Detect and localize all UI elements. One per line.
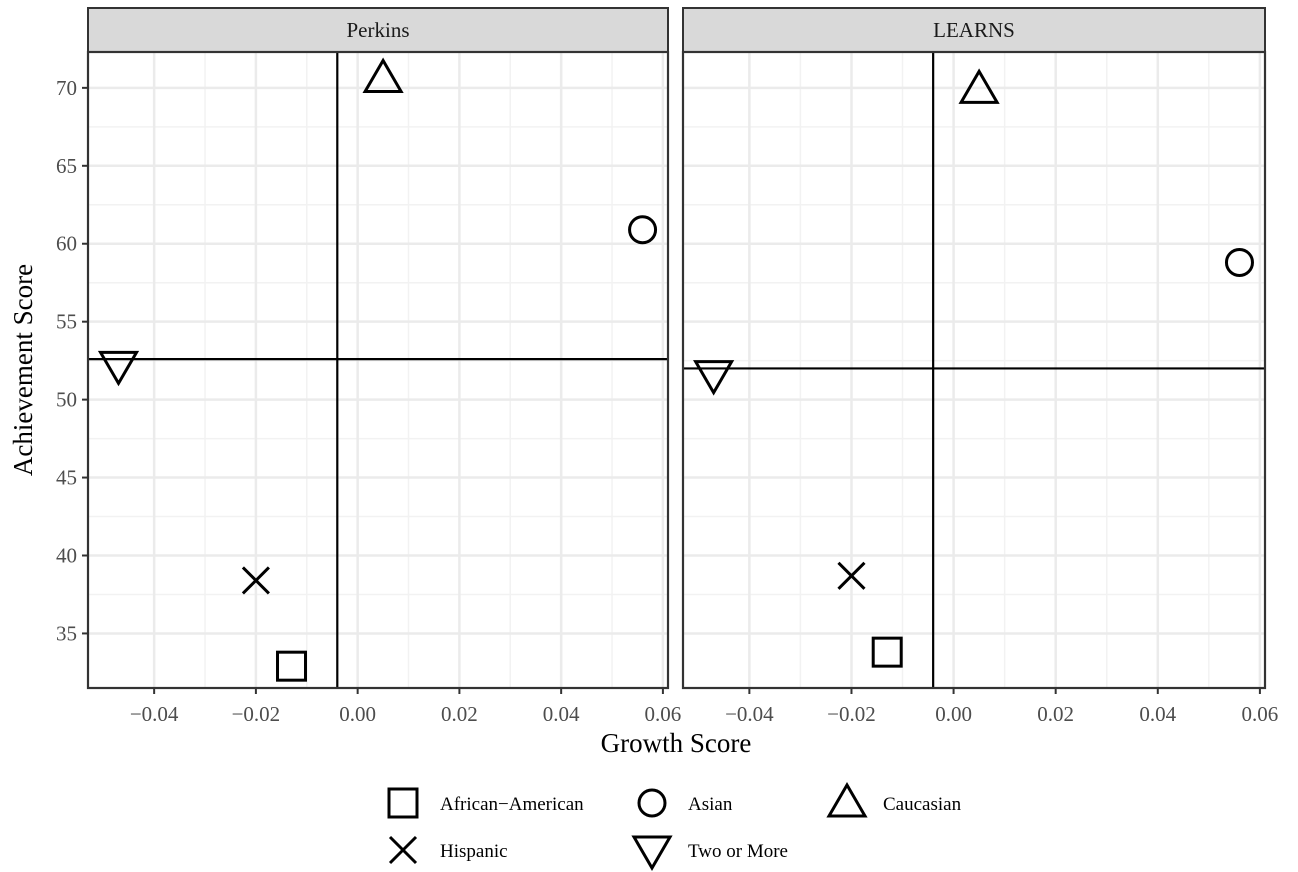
panel-border bbox=[86, 50, 670, 690]
x-tick-label: −0.04 bbox=[725, 702, 774, 726]
panel-title: Perkins bbox=[347, 18, 410, 42]
x-tick-label: 0.04 bbox=[543, 702, 580, 726]
data-point-asian bbox=[628, 215, 658, 245]
plot-background bbox=[88, 52, 668, 688]
data-point-hispanic-stroke bbox=[241, 566, 270, 595]
y-tick-label: 65 bbox=[56, 154, 77, 178]
panel-learns: LEARNS −0.04 −0.02 0.00 0.02 0.04 0.06 bbox=[681, 7, 1279, 726]
y-tick-label: 35 bbox=[56, 621, 77, 645]
legend: African−American Asian Caucasian Hispanic Tw… bbox=[387, 782, 962, 871]
legend-key-two-or-more bbox=[631, 835, 673, 871]
x-tick-label: −0.04 bbox=[130, 702, 179, 726]
legend-label: Two or More bbox=[688, 841, 788, 862]
legend-label: Caucasian bbox=[883, 794, 962, 815]
legend-item-caucasian: Caucasian bbox=[826, 782, 962, 818]
x-tick-label: 0.04 bbox=[1139, 702, 1176, 726]
panel-perkins: Perkins −0.04 −0.02 0.00 0.02 0.04 0.06 35 40 45 5… bbox=[56, 7, 682, 726]
data-point-african-american bbox=[276, 650, 308, 682]
data-point-caucasian bbox=[362, 57, 404, 93]
x-tick-label: −0.02 bbox=[232, 702, 281, 726]
legend-key-caucasian bbox=[826, 782, 868, 818]
x-tick-label: 0.06 bbox=[645, 702, 682, 726]
y-tick-label: 50 bbox=[56, 388, 77, 412]
legend-item-african-american: African−American bbox=[387, 787, 584, 819]
data-point-hispanic bbox=[241, 566, 270, 595]
y-axis-title: Achievement Score bbox=[8, 264, 38, 476]
x-tick-label: 0.02 bbox=[1037, 702, 1074, 726]
legend-item-asian: Asian bbox=[637, 788, 733, 818]
data-point-hispanic bbox=[837, 561, 866, 590]
legend-item-hispanic: Hispanic bbox=[388, 835, 508, 865]
data-point-two-or-more bbox=[97, 350, 140, 387]
panel-border bbox=[681, 50, 1267, 690]
panel-title: LEARNS bbox=[933, 18, 1015, 42]
y-tick-label: 70 bbox=[56, 76, 77, 100]
legend-key-african-american bbox=[387, 787, 419, 819]
data-point-caucasian bbox=[958, 68, 1000, 104]
legend-label: Hispanic bbox=[440, 841, 508, 862]
legend-key-asian bbox=[637, 788, 667, 818]
legend-key-hispanic bbox=[388, 835, 418, 865]
y-tick-label: 55 bbox=[56, 310, 77, 334]
panel-strip bbox=[682, 7, 1266, 53]
legend-item-two-or-more: Two or More bbox=[631, 835, 788, 871]
y-tick-label: 45 bbox=[56, 466, 77, 490]
plot-background bbox=[683, 52, 1265, 688]
panels: Perkins −0.04 −0.02 0.00 0.02 0.04 0.06 35 40 45 5… bbox=[56, 7, 1279, 726]
legend-label: African−American bbox=[440, 794, 584, 815]
y-tick-label: 60 bbox=[56, 232, 77, 256]
x-tick-label: −0.02 bbox=[827, 702, 876, 726]
panel-strip bbox=[87, 7, 669, 53]
x-tick-label: 0.06 bbox=[1242, 702, 1279, 726]
x-tick-label: 0.02 bbox=[441, 702, 478, 726]
y-tick-label: 40 bbox=[56, 544, 77, 568]
legend-key-hispanic-stroke bbox=[388, 835, 418, 865]
data-point-two-or-more bbox=[693, 360, 735, 396]
x-axis-title: Growth Score bbox=[601, 728, 752, 758]
data-point-hispanic-stroke bbox=[837, 561, 866, 590]
data-point-african-american bbox=[871, 636, 903, 668]
x-tick-label: 0.00 bbox=[935, 702, 972, 726]
data-point-asian bbox=[1224, 247, 1254, 277]
legend-label: Asian bbox=[688, 794, 733, 815]
x-tick-label: 0.00 bbox=[339, 702, 376, 726]
